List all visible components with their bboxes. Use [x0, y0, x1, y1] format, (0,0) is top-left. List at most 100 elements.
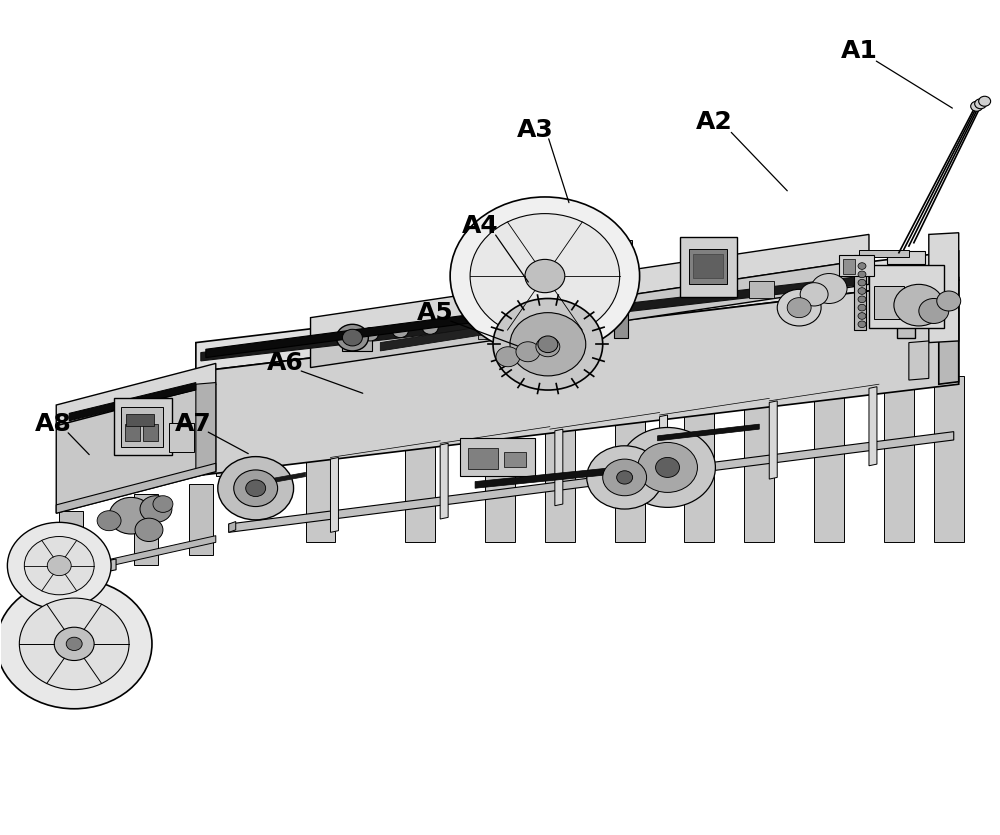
Circle shape [153, 496, 173, 513]
Bar [749, 281, 774, 297]
Bar [869, 266, 944, 327]
Circle shape [538, 336, 558, 352]
Text: A1: A1 [841, 39, 877, 63]
Bar [689, 250, 727, 285]
Bar [121, 407, 163, 447]
Circle shape [336, 324, 368, 351]
Polygon shape [216, 471, 246, 476]
Polygon shape [56, 463, 216, 514]
Text: A2: A2 [696, 110, 733, 134]
Polygon shape [229, 432, 954, 533]
Polygon shape [134, 494, 158, 564]
Text: A7: A7 [174, 412, 211, 436]
Polygon shape [684, 407, 714, 543]
Bar [897, 264, 915, 338]
Bar [614, 251, 628, 338]
Text: A6: A6 [267, 352, 304, 376]
Bar [693, 255, 723, 278]
Circle shape [777, 290, 821, 326]
Circle shape [24, 537, 94, 595]
Circle shape [587, 446, 663, 509]
Polygon shape [869, 387, 877, 466]
Circle shape [54, 627, 94, 660]
Polygon shape [69, 382, 196, 421]
Polygon shape [56, 363, 216, 426]
Polygon shape [884, 382, 914, 543]
Bar [839, 256, 874, 276]
Circle shape [97, 511, 121, 531]
Circle shape [971, 101, 983, 111]
Polygon shape [113, 501, 166, 518]
Bar [478, 324, 506, 339]
Circle shape [894, 285, 944, 326]
Polygon shape [545, 426, 575, 543]
Circle shape [516, 342, 540, 362]
Bar [143, 424, 158, 441]
Circle shape [620, 428, 715, 508]
Circle shape [422, 321, 438, 334]
Polygon shape [306, 458, 335, 543]
Text: A3: A3 [517, 119, 553, 143]
Bar [169, 423, 194, 453]
Circle shape [493, 298, 603, 390]
Polygon shape [485, 434, 515, 543]
Polygon shape [59, 511, 83, 581]
Bar [610, 240, 632, 253]
Polygon shape [23, 559, 116, 588]
Polygon shape [814, 390, 844, 543]
Circle shape [858, 296, 866, 302]
Circle shape [47, 555, 71, 575]
Circle shape [638, 443, 697, 493]
Circle shape [811, 274, 847, 303]
Circle shape [858, 321, 866, 327]
Circle shape [525, 260, 565, 292]
Bar [887, 251, 925, 265]
Circle shape [362, 327, 378, 341]
Polygon shape [311, 260, 869, 367]
Circle shape [470, 214, 620, 338]
Polygon shape [744, 399, 774, 543]
Text: A4: A4 [462, 214, 498, 238]
Polygon shape [229, 522, 236, 533]
Polygon shape [440, 443, 448, 519]
Bar [859, 250, 909, 257]
Polygon shape [405, 444, 435, 543]
Polygon shape [206, 297, 600, 357]
Bar [843, 259, 855, 274]
Circle shape [19, 598, 129, 690]
Polygon shape [380, 316, 550, 351]
Text: A5: A5 [417, 301, 454, 326]
Text: A8: A8 [35, 412, 72, 436]
Circle shape [109, 498, 153, 534]
Circle shape [66, 637, 82, 650]
Bar [125, 424, 140, 441]
Polygon shape [934, 376, 964, 543]
Circle shape [140, 496, 172, 523]
Bar [504, 453, 526, 468]
Polygon shape [311, 235, 869, 342]
Circle shape [0, 579, 152, 709]
Bar [680, 237, 737, 296]
Circle shape [510, 312, 586, 376]
Circle shape [450, 197, 640, 355]
Bar [342, 330, 372, 351]
Circle shape [858, 288, 866, 294]
Circle shape [858, 312, 866, 319]
Bar [510, 321, 532, 334]
Polygon shape [769, 401, 777, 479]
Circle shape [656, 458, 680, 478]
Circle shape [979, 96, 991, 106]
Polygon shape [929, 233, 959, 342]
Circle shape [496, 347, 520, 367]
Bar [114, 398, 172, 455]
Circle shape [800, 283, 828, 306]
Polygon shape [196, 382, 216, 472]
Polygon shape [59, 536, 216, 577]
Polygon shape [56, 384, 216, 514]
Circle shape [392, 324, 408, 337]
Circle shape [858, 280, 866, 286]
Circle shape [937, 291, 961, 311]
Polygon shape [196, 251, 959, 372]
Circle shape [246, 480, 266, 497]
Circle shape [617, 471, 633, 484]
